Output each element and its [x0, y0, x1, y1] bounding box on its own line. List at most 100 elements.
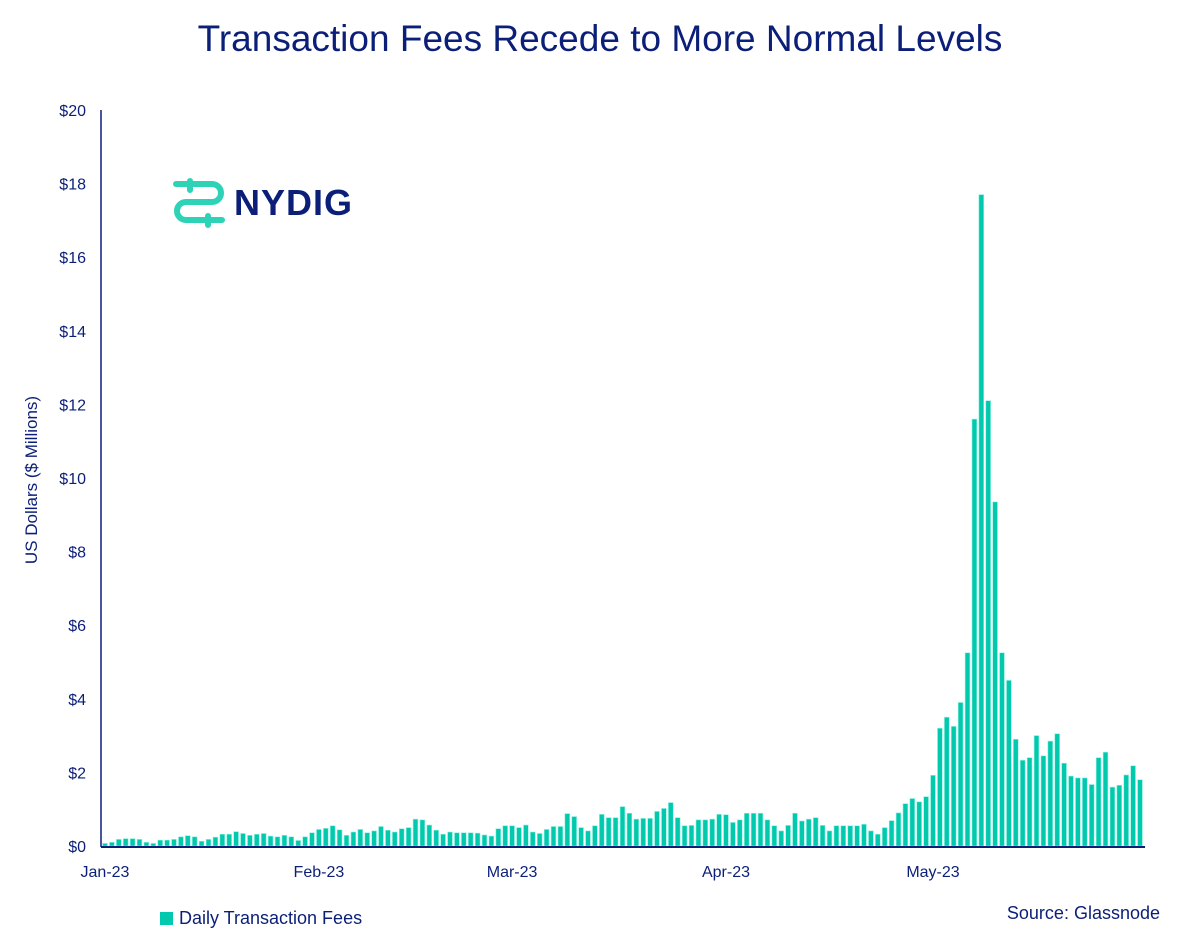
y-axis-ticks: $0 $2 $4 $6 $8 $10 $12 $14 $16 $18 $20 — [59, 103, 86, 856]
bar-day-99 — [778, 830, 784, 847]
bar-day-79 — [640, 818, 646, 847]
bar-day-1 — [102, 843, 108, 847]
bar-day-6 — [136, 839, 143, 847]
x-tick-label: Jan-23 — [81, 864, 130, 881]
bar-day-92 — [730, 822, 736, 847]
bar-day-15 — [198, 840, 205, 847]
bar-day-59 — [502, 825, 508, 847]
bar-day-82 — [661, 808, 667, 847]
bar-day-44 — [398, 828, 405, 847]
bar-day-123 — [944, 716, 950, 847]
bar-day-13 — [185, 835, 191, 847]
x-tick-label: Mar-23 — [487, 864, 538, 881]
bar-day-141 — [1068, 775, 1074, 847]
bar-day-18 — [219, 833, 225, 847]
bar-day-103 — [806, 818, 812, 847]
y-tick-label: $8 — [68, 545, 86, 562]
bar-day-113 — [875, 833, 881, 847]
bar-day-144 — [1089, 784, 1095, 847]
bar-day-48 — [426, 824, 432, 847]
bar-day-9 — [157, 839, 163, 847]
bar-day-150 — [1130, 765, 1136, 847]
bar-day-70 — [578, 827, 584, 847]
bar-day-107 — [833, 825, 840, 847]
bar-day-76 — [619, 806, 626, 847]
bar-day-138 — [1047, 740, 1054, 847]
bar-day-106 — [826, 830, 833, 847]
bar-day-81 — [654, 811, 660, 847]
bar-day-112 — [868, 830, 874, 847]
bar-day-23 — [254, 833, 260, 847]
bar-day-145 — [1095, 757, 1102, 847]
y-tick-label: $4 — [68, 692, 86, 709]
x-tick-label: Apr-23 — [702, 864, 750, 881]
bar-day-94 — [743, 812, 750, 847]
bar-day-28 — [288, 836, 294, 847]
bar-day-137 — [1040, 755, 1047, 847]
bar-day-20 — [233, 831, 239, 847]
y-tick-label: $20 — [59, 103, 86, 120]
bar-day-151 — [1137, 779, 1143, 847]
bar-day-127 — [971, 418, 978, 847]
bar-day-105 — [819, 825, 826, 847]
bar-day-11 — [171, 839, 177, 847]
bar-day-33 — [323, 828, 329, 847]
x-tick-label: May-23 — [906, 864, 959, 881]
bar-day-124 — [950, 726, 957, 847]
bar-day-51 — [447, 831, 453, 847]
y-tick-label: $2 — [68, 765, 86, 782]
bar-day-111 — [861, 823, 867, 847]
bar-day-128 — [978, 194, 985, 847]
bar-day-146 — [1102, 751, 1109, 847]
nydig-logo-text: NYDIG — [234, 182, 354, 223]
bar-day-109 — [847, 825, 853, 847]
bar-day-89 — [709, 818, 715, 847]
bar-day-24 — [260, 833, 267, 847]
bar-day-130 — [992, 501, 998, 847]
chart-title: Transaction Fees Recede to More Normal L… — [197, 18, 1003, 59]
bar-day-93 — [737, 819, 743, 847]
bar-day-5 — [129, 838, 136, 847]
bar-day-88 — [702, 819, 709, 847]
bar-day-26 — [274, 836, 281, 847]
bar-day-57 — [488, 835, 495, 847]
bar-day-43 — [392, 831, 398, 847]
bar-day-101 — [792, 812, 798, 847]
bar-day-100 — [785, 825, 791, 847]
bar-day-129 — [985, 400, 991, 847]
bar-day-98 — [771, 825, 778, 847]
bar-day-8 — [150, 843, 156, 847]
bar-day-125 — [957, 702, 964, 847]
y-tick-label: $10 — [59, 471, 86, 488]
legend-swatch — [160, 912, 173, 925]
bar-day-2 — [109, 842, 115, 847]
bar-day-50 — [440, 833, 446, 847]
y-axis-label: US Dollars ($ Millions) — [22, 396, 41, 564]
bar-day-52 — [454, 832, 460, 847]
source-note: Source: Glassnode — [1006, 903, 1160, 923]
y-tick-label: $16 — [59, 250, 86, 267]
bar-day-78 — [633, 818, 640, 847]
bar-day-102 — [799, 820, 805, 847]
bar-day-86 — [688, 825, 695, 847]
x-tick-label: Feb-23 — [294, 864, 345, 881]
bar-day-139 — [1054, 733, 1060, 847]
bar-day-40 — [371, 830, 377, 847]
bar-day-84 — [674, 817, 681, 847]
bar-day-114 — [881, 827, 888, 847]
bar-day-39 — [364, 832, 370, 847]
bar-day-10 — [164, 839, 170, 847]
legend: Daily Transaction Fees — [160, 908, 362, 929]
bar-day-45 — [405, 827, 412, 847]
bar-day-119 — [916, 801, 922, 847]
nydig-logo-icon — [173, 178, 225, 228]
bar-day-71 — [585, 830, 591, 847]
bar-day-80 — [647, 818, 653, 847]
bar-day-41 — [378, 826, 384, 847]
bar-day-30 — [302, 836, 308, 847]
bar-day-12 — [178, 836, 184, 847]
bar-day-135 — [1026, 757, 1033, 847]
bar-day-91 — [723, 814, 729, 847]
bar-day-46 — [412, 818, 419, 847]
bar-day-147 — [1109, 786, 1116, 847]
